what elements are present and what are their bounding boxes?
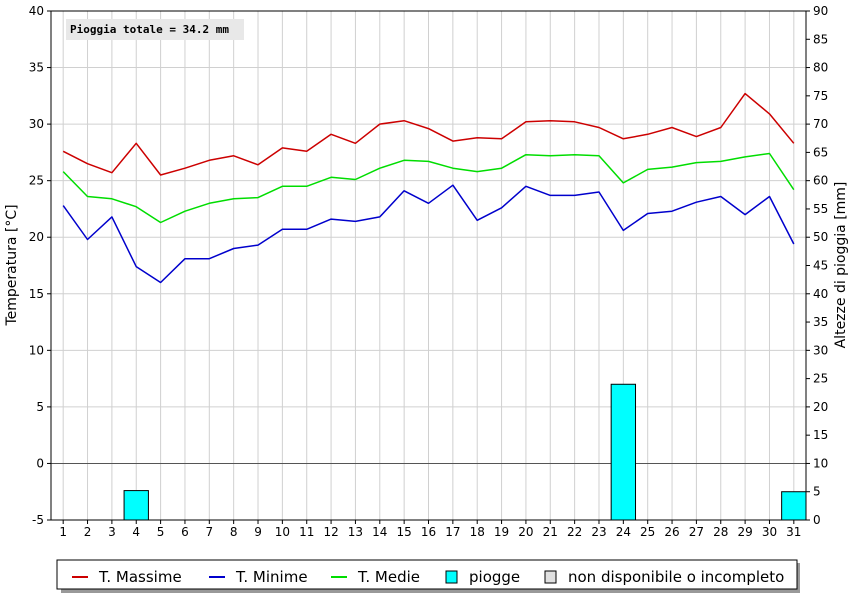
series-line-t-massime	[62, 92, 795, 176]
y-right-tick-label: 5	[813, 485, 821, 499]
x-tick-label: 4	[132, 525, 140, 539]
y-right-tick-label: 85	[813, 32, 828, 46]
x-tick-label: 18	[470, 525, 485, 539]
x-tick-label: 16	[421, 525, 436, 539]
x-tick-label: 14	[372, 525, 387, 539]
legend-box	[56, 559, 798, 590]
y-right-tick-label: 70	[813, 117, 828, 131]
y-right-tick-label: 80	[813, 61, 828, 75]
x-tick-label: 22	[567, 525, 582, 539]
x-tick-label: 29	[737, 525, 752, 539]
y-right-tick-label: 60	[813, 174, 828, 188]
x-tick-label: 12	[323, 525, 338, 539]
x-tick-label: 20	[518, 525, 533, 539]
x-tick-label: 11	[299, 525, 314, 539]
x-tick-label: 10	[275, 525, 290, 539]
y-left-tick-label: 10	[29, 343, 44, 357]
y-axis-right-title: Altezze di pioggia [mm]	[833, 182, 849, 349]
y-axis-left-title: Temperatura [°C]	[4, 204, 20, 326]
y-left-tick-label: 15	[29, 287, 44, 301]
y-right-tick-label: 45	[813, 259, 828, 273]
y-right-tick-label: 15	[813, 428, 828, 442]
y-right-tick-label: 50	[813, 230, 828, 244]
x-tick-label: 27	[689, 525, 704, 539]
x-tick-label: 3	[108, 525, 116, 539]
y-right-tick-label: 75	[813, 89, 828, 103]
x-tick-label: 31	[786, 525, 801, 539]
x-tick-label: 28	[713, 525, 728, 539]
x-tick-label: 19	[494, 525, 509, 539]
x-tick-label: 6	[181, 525, 189, 539]
series-line-t-medie	[62, 152, 795, 224]
x-tick-label: 21	[543, 525, 558, 539]
x-tick-label: 1	[59, 525, 67, 539]
legend-swatch-box	[544, 570, 557, 584]
x-tick-label: 17	[445, 525, 460, 539]
y-right-tick-label: 20	[813, 400, 828, 414]
rain-bar	[781, 491, 807, 521]
y-right-tick-label: 40	[813, 287, 828, 301]
annotation-box: Pioggia totale = 34.2 mm	[66, 19, 244, 40]
legend-label: non disponibile o incompleto	[568, 568, 784, 586]
y-right-tick-label: 55	[813, 202, 828, 216]
rain-bar	[123, 490, 149, 521]
legend-label: piogge	[469, 568, 520, 586]
y-left-tick-label: 30	[29, 117, 44, 131]
x-tick-label: 9	[254, 525, 262, 539]
y-left-tick-label: -5	[32, 513, 44, 527]
x-tick-label: 7	[205, 525, 213, 539]
rain-total-annotation: Pioggia totale = 34.2 mm	[70, 23, 229, 36]
y-right-tick-label: 0	[813, 513, 821, 527]
rain-bars	[123, 383, 807, 521]
annotation-background	[66, 19, 244, 40]
rain-bar	[610, 383, 637, 521]
legend-label: T. Minime	[235, 568, 308, 586]
y-left-tick-label: 5	[36, 400, 44, 414]
y-right-tick-label: 10	[813, 456, 828, 470]
temperature-lines	[62, 92, 795, 284]
x-tick-label: 26	[664, 525, 679, 539]
y-left-tick-label: 20	[29, 230, 44, 244]
x-tick-label: 2	[84, 525, 92, 539]
y-right-tick-label: 30	[813, 343, 828, 357]
x-tick-label: 8	[230, 525, 238, 539]
legend: T. Massime T. Minime T. Medie piogge non dis…	[56, 559, 800, 593]
x-tick-label: 5	[157, 525, 165, 539]
legend-label: T. Massime	[98, 568, 182, 586]
x-tick-label: 30	[762, 525, 777, 539]
x-tick-label: 15	[397, 525, 412, 539]
y-left-tick-label: 25	[29, 174, 44, 188]
legend-swatch-box	[445, 570, 458, 584]
x-tick-label: 25	[640, 525, 655, 539]
y-left-tick-label: 0	[36, 456, 44, 470]
y-left-tick-label: 35	[29, 61, 44, 75]
grid	[51, 10, 806, 521]
axes: -505101520253035400510152025303540455055…	[29, 4, 829, 539]
y-right-tick-label: 35	[813, 315, 828, 329]
y-right-tick-label: 65	[813, 145, 828, 159]
x-tick-label: 13	[348, 525, 363, 539]
x-tick-label: 23	[591, 525, 606, 539]
x-tick-label: 24	[616, 525, 631, 539]
y-right-tick-label: 25	[813, 372, 828, 386]
series-line-t-minime	[62, 184, 795, 284]
y-right-tick-label: 90	[813, 4, 828, 18]
legend-label: T. Medie	[357, 568, 420, 586]
y-left-tick-label: 40	[29, 4, 44, 18]
